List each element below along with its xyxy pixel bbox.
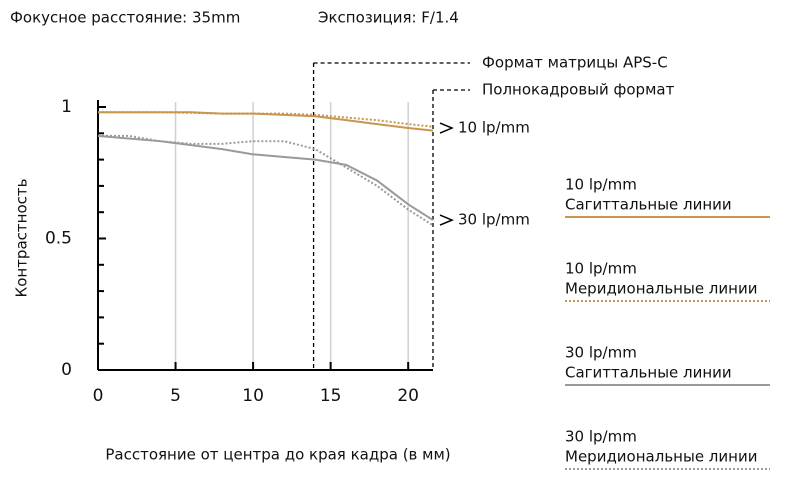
y-tick-label: 0.5 <box>45 229 72 249</box>
x-tick-label: 20 <box>397 386 419 406</box>
chart-subtitle: Экспозиция: F/1.4 <box>318 9 459 27</box>
legend-label: Сагиттальные линии <box>565 196 732 214</box>
legend-label: 30 lp/mm <box>565 428 637 446</box>
annotation-arrow <box>439 214 454 226</box>
mtf-line <box>97 134 434 221</box>
chart-title: Фокусное расстояние: 35mm <box>10 9 240 27</box>
annotation-arrow <box>439 122 454 134</box>
y-axis-label: Контрастность <box>13 179 31 298</box>
x-tick-label: 0 <box>93 386 104 406</box>
marker-label: Формат матрицы APS-C <box>482 54 668 72</box>
mtf-line <box>98 111 434 128</box>
legend-label: Меридиональные линии <box>565 280 757 298</box>
x-tick-label: 15 <box>320 386 342 406</box>
legend-label: 10 lp/mm <box>565 176 637 194</box>
x-axis-label: Расстояние от центра до края кадра (в мм… <box>105 446 450 464</box>
marker-label: Полнокадровый формат <box>482 81 675 99</box>
x-tick-label: 5 <box>170 386 181 406</box>
x-tick-label: 10 <box>242 386 264 406</box>
legend-label: 10 lp/mm <box>565 260 637 278</box>
mtf-line <box>98 134 434 227</box>
legend-label: Сагиттальные линии <box>565 364 732 382</box>
annotation-label: 30 lp/mm <box>458 211 530 229</box>
legend-label: 30 lp/mm <box>565 344 637 362</box>
y-tick-label: 1 <box>61 97 72 117</box>
y-tick-label: 0 <box>61 360 72 380</box>
legend-label: Меридиональные линии <box>565 448 757 466</box>
annotation-label: 10 lp/mm <box>458 119 530 137</box>
